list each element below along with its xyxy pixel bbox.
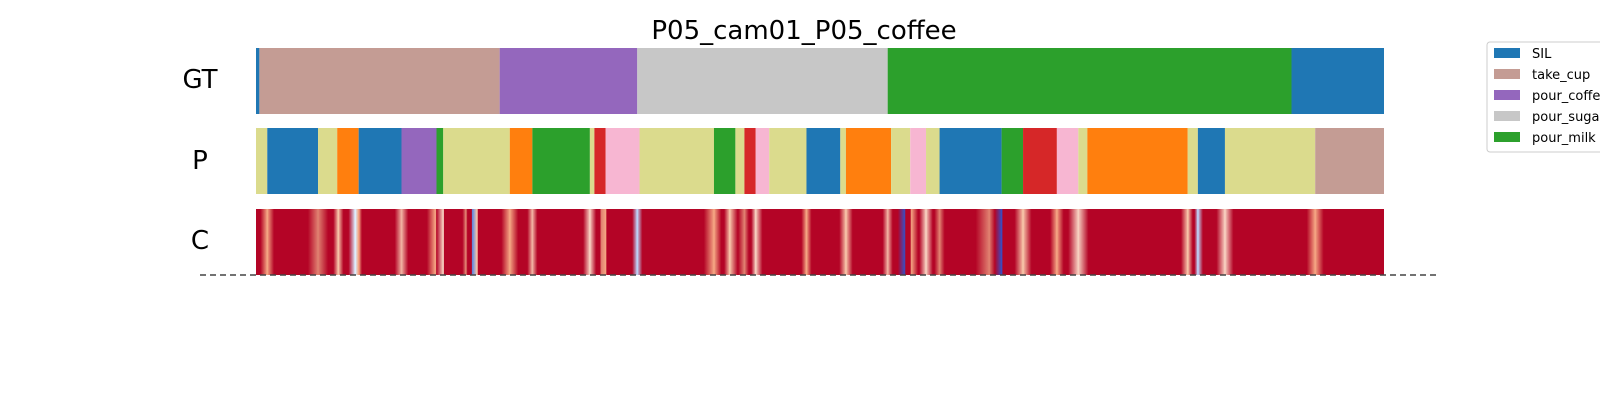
p-segment bbox=[735, 128, 745, 194]
c-stripe bbox=[903, 209, 906, 275]
c-stripe bbox=[465, 209, 467, 275]
p-segment bbox=[337, 128, 359, 194]
gt-segment bbox=[637, 48, 888, 114]
p-segment bbox=[436, 128, 444, 194]
c-stripe bbox=[476, 209, 478, 275]
legend-entry-label: SIL bbox=[1532, 47, 1552, 62]
c-stripe bbox=[434, 209, 437, 275]
c-row bbox=[256, 209, 1384, 275]
c-stripe bbox=[357, 209, 360, 275]
c-stripe bbox=[604, 209, 607, 275]
p-segment bbox=[806, 128, 841, 194]
legend-entry-label: pour_coffee bbox=[1532, 89, 1600, 104]
c-stripe bbox=[743, 209, 746, 275]
c-stripe bbox=[805, 209, 808, 275]
p-segment bbox=[1315, 128, 1384, 194]
c-stripe bbox=[938, 209, 941, 275]
p-segment bbox=[401, 128, 437, 194]
c-stripe bbox=[400, 209, 403, 275]
p-segment bbox=[639, 128, 714, 194]
gt-segment bbox=[499, 48, 638, 114]
row-label-p: P bbox=[192, 146, 208, 176]
c-stripe bbox=[755, 209, 757, 275]
c-stripe bbox=[589, 209, 591, 275]
c-confidence-strip bbox=[256, 209, 1384, 275]
legend-swatch bbox=[1494, 132, 1520, 142]
p-segment bbox=[744, 128, 756, 194]
legend-swatch bbox=[1494, 90, 1520, 100]
p-segment bbox=[589, 128, 595, 194]
c-stripe bbox=[600, 209, 602, 275]
gt-segment bbox=[259, 48, 500, 114]
row-label-c: C bbox=[191, 226, 209, 256]
p-segment bbox=[1001, 128, 1024, 194]
c-stripe bbox=[1000, 209, 1003, 275]
p-segment bbox=[713, 128, 736, 194]
p-segment bbox=[443, 128, 510, 194]
p-segment bbox=[1056, 128, 1079, 194]
p-segment bbox=[1078, 128, 1088, 194]
p-segment bbox=[1197, 128, 1225, 194]
c-stripe bbox=[1077, 209, 1080, 275]
p-segment bbox=[1087, 128, 1188, 194]
p-segment bbox=[1224, 128, 1316, 194]
legend-swatch bbox=[1494, 69, 1520, 79]
c-stripe bbox=[845, 209, 847, 275]
gt-segment bbox=[1291, 48, 1384, 114]
c-stripe bbox=[471, 209, 474, 275]
c-stripe bbox=[1187, 209, 1189, 275]
p-segment bbox=[605, 128, 640, 194]
c-stripe bbox=[729, 209, 731, 275]
c-stripe bbox=[988, 209, 990, 275]
legend-swatch bbox=[1494, 111, 1520, 121]
c-stripe bbox=[910, 209, 913, 275]
c-stripe bbox=[713, 209, 715, 275]
c-stripe bbox=[354, 209, 356, 275]
p-segment bbox=[256, 128, 268, 194]
c-stripe bbox=[636, 209, 638, 275]
p-segment bbox=[1187, 128, 1198, 194]
c-stripe bbox=[509, 209, 511, 275]
gt-row bbox=[256, 48, 1384, 114]
p-segment bbox=[594, 128, 606, 194]
p-segment bbox=[755, 128, 770, 194]
c-stripe bbox=[886, 209, 889, 275]
p-segment bbox=[891, 128, 911, 194]
c-stripe bbox=[442, 209, 444, 275]
p-row bbox=[256, 128, 1384, 194]
c-stripe bbox=[266, 209, 268, 275]
c-stripe bbox=[1056, 209, 1058, 275]
c-stripe bbox=[531, 209, 534, 275]
legend-swatch bbox=[1494, 48, 1520, 58]
p-segment bbox=[840, 128, 846, 194]
p-segment bbox=[532, 128, 590, 194]
legend-entry-label: pour_milk bbox=[1532, 131, 1596, 146]
c-stripe bbox=[1022, 209, 1024, 275]
legend-entry-label: pour_sugar bbox=[1532, 110, 1600, 125]
p-segment bbox=[926, 128, 940, 194]
p-segment bbox=[939, 128, 1002, 194]
legend: SIL take_cup pour_coffee pour_sugar pour_mil… bbox=[1486, 41, 1600, 153]
p-segment bbox=[358, 128, 402, 194]
c-stripe bbox=[317, 209, 319, 275]
gt-segment bbox=[256, 48, 260, 114]
p-segment bbox=[509, 128, 533, 194]
c-stripe bbox=[1197, 209, 1199, 275]
c-stripe bbox=[337, 209, 340, 275]
row-label-gt: GT bbox=[182, 65, 217, 95]
p-segment bbox=[1023, 128, 1057, 194]
gt-segment bbox=[887, 48, 1292, 114]
legend-entry-label: take_cup bbox=[1532, 68, 1590, 83]
p-segment bbox=[318, 128, 338, 194]
c-stripe bbox=[1314, 209, 1316, 275]
p-segment bbox=[845, 128, 892, 194]
p-segment bbox=[910, 128, 927, 194]
chart-title: P05_cam01_P05_coffee bbox=[651, 16, 956, 46]
c-stripe bbox=[925, 209, 927, 275]
c-stripe bbox=[1224, 209, 1226, 275]
p-segment bbox=[267, 128, 319, 194]
p-segment bbox=[769, 128, 807, 194]
